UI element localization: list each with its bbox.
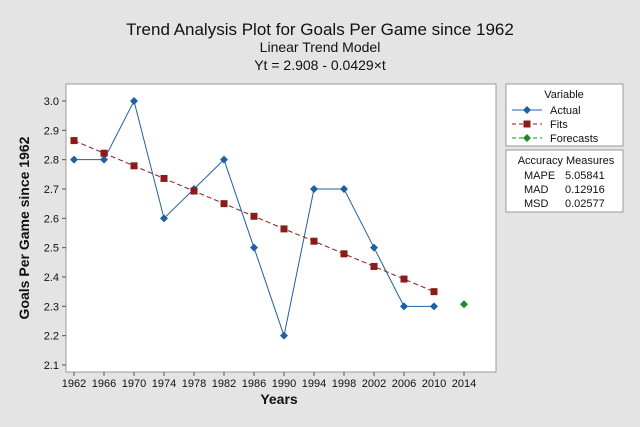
chart-subtitle: Linear Trend Model bbox=[260, 39, 381, 55]
accuracy-value: 5.05841 bbox=[565, 170, 605, 182]
fits-point bbox=[430, 288, 438, 296]
y-axis-title: Goals Per Game since 1962 bbox=[16, 136, 32, 319]
x-tick-label: 2002 bbox=[362, 378, 386, 390]
accuracy-value: 0.12916 bbox=[565, 184, 605, 196]
legend-items: Actual Fits Forecasts bbox=[512, 105, 599, 145]
y-tick-label: 2.3 bbox=[44, 301, 59, 313]
accuracy-label: MSD bbox=[524, 198, 549, 210]
accuracy-value: 0.02577 bbox=[565, 198, 605, 210]
actual-point bbox=[310, 185, 318, 193]
x-tick-label: 1990 bbox=[272, 378, 296, 390]
accuracy-rows: MAPE 5.05841 MAD 0.12916 MSD 0.02577 bbox=[524, 170, 605, 210]
actual-point bbox=[280, 331, 288, 340]
fits-point bbox=[250, 212, 258, 220]
fits-point bbox=[190, 187, 198, 195]
accuracy-label: MAD bbox=[524, 184, 549, 196]
actual-point bbox=[70, 155, 78, 164]
fits-point bbox=[100, 149, 108, 157]
y-tick-label: 2.9 bbox=[44, 125, 59, 137]
x-tick-label: 1998 bbox=[332, 378, 356, 390]
legend-actual-marker bbox=[523, 106, 531, 114]
accuracy-title: Accuracy Measures bbox=[518, 155, 615, 167]
fits-point bbox=[130, 162, 138, 170]
actual-point bbox=[160, 214, 168, 223]
x-tick-label: 2006 bbox=[392, 378, 416, 390]
x-tick-label: 1970 bbox=[122, 378, 146, 390]
x-tick-label: 1962 bbox=[62, 378, 86, 390]
actual-point bbox=[100, 155, 108, 164]
x-tick-label: 2014 bbox=[452, 378, 476, 390]
fits-point bbox=[280, 225, 288, 233]
fits-point bbox=[340, 250, 348, 258]
y-tick-label: 2.6 bbox=[44, 213, 59, 225]
actual-point bbox=[130, 97, 138, 105]
chart-title: Trend Analysis Plot for Goals Per Game s… bbox=[126, 20, 514, 39]
actual-point bbox=[430, 302, 438, 311]
x-tick-label: 2010 bbox=[422, 378, 446, 390]
fits-point bbox=[220, 200, 228, 208]
x-tick-label: 1966 bbox=[92, 378, 116, 390]
forecasts-point bbox=[460, 300, 468, 309]
y-tick-label: 2.1 bbox=[44, 360, 59, 372]
x-tick-label: 1982 bbox=[212, 378, 236, 390]
fits-point bbox=[310, 237, 318, 245]
legend-fits-marker bbox=[523, 120, 531, 128]
y-tick-label: 2.7 bbox=[44, 184, 59, 196]
x-axis: 1962 1966 1970 1974 1978 1982 1986 1990 1994 1998… bbox=[62, 372, 476, 390]
actual-point bbox=[400, 302, 408, 311]
accuracy-box bbox=[505, 149, 624, 213]
fits-point bbox=[160, 174, 168, 182]
actual-point bbox=[340, 185, 348, 193]
y-tick-label: 2.8 bbox=[44, 155, 59, 167]
fits-point bbox=[370, 262, 378, 270]
accuracy-label: MAPE bbox=[524, 170, 555, 182]
y-tick-label: 2.2 bbox=[44, 331, 59, 343]
x-tick-label: 1978 bbox=[182, 378, 206, 390]
chart-equation: Yt = 2.908 - 0.0429×t bbox=[254, 57, 386, 73]
actual-point bbox=[220, 155, 228, 164]
actual-point bbox=[250, 243, 258, 252]
x-tick-label: 1986 bbox=[242, 378, 266, 390]
legend-fits-label: Fits bbox=[550, 119, 568, 131]
y-tick-label: 2.5 bbox=[44, 243, 59, 255]
legend-actual-label: Actual bbox=[550, 105, 581, 117]
legend-forecasts-label: Forecasts bbox=[550, 133, 599, 145]
x-tick-label: 1974 bbox=[152, 378, 176, 390]
x-axis-title: Years bbox=[260, 391, 298, 407]
y-tick-label: 3.0 bbox=[44, 96, 59, 108]
x-tick-label: 1994 bbox=[302, 378, 326, 390]
fits-point bbox=[400, 275, 408, 283]
y-tick-label: 2.4 bbox=[44, 272, 59, 284]
actual-point bbox=[370, 243, 378, 252]
series-layer bbox=[70, 97, 468, 340]
legend-forecasts-marker bbox=[523, 134, 531, 142]
fits-point bbox=[70, 137, 78, 145]
legend-title: Variable bbox=[544, 89, 584, 101]
y-axis: 2.1 2.2 2.3 2.4 2.5 2.6 2.7 2.8 2.9 3.0 bbox=[44, 96, 66, 372]
